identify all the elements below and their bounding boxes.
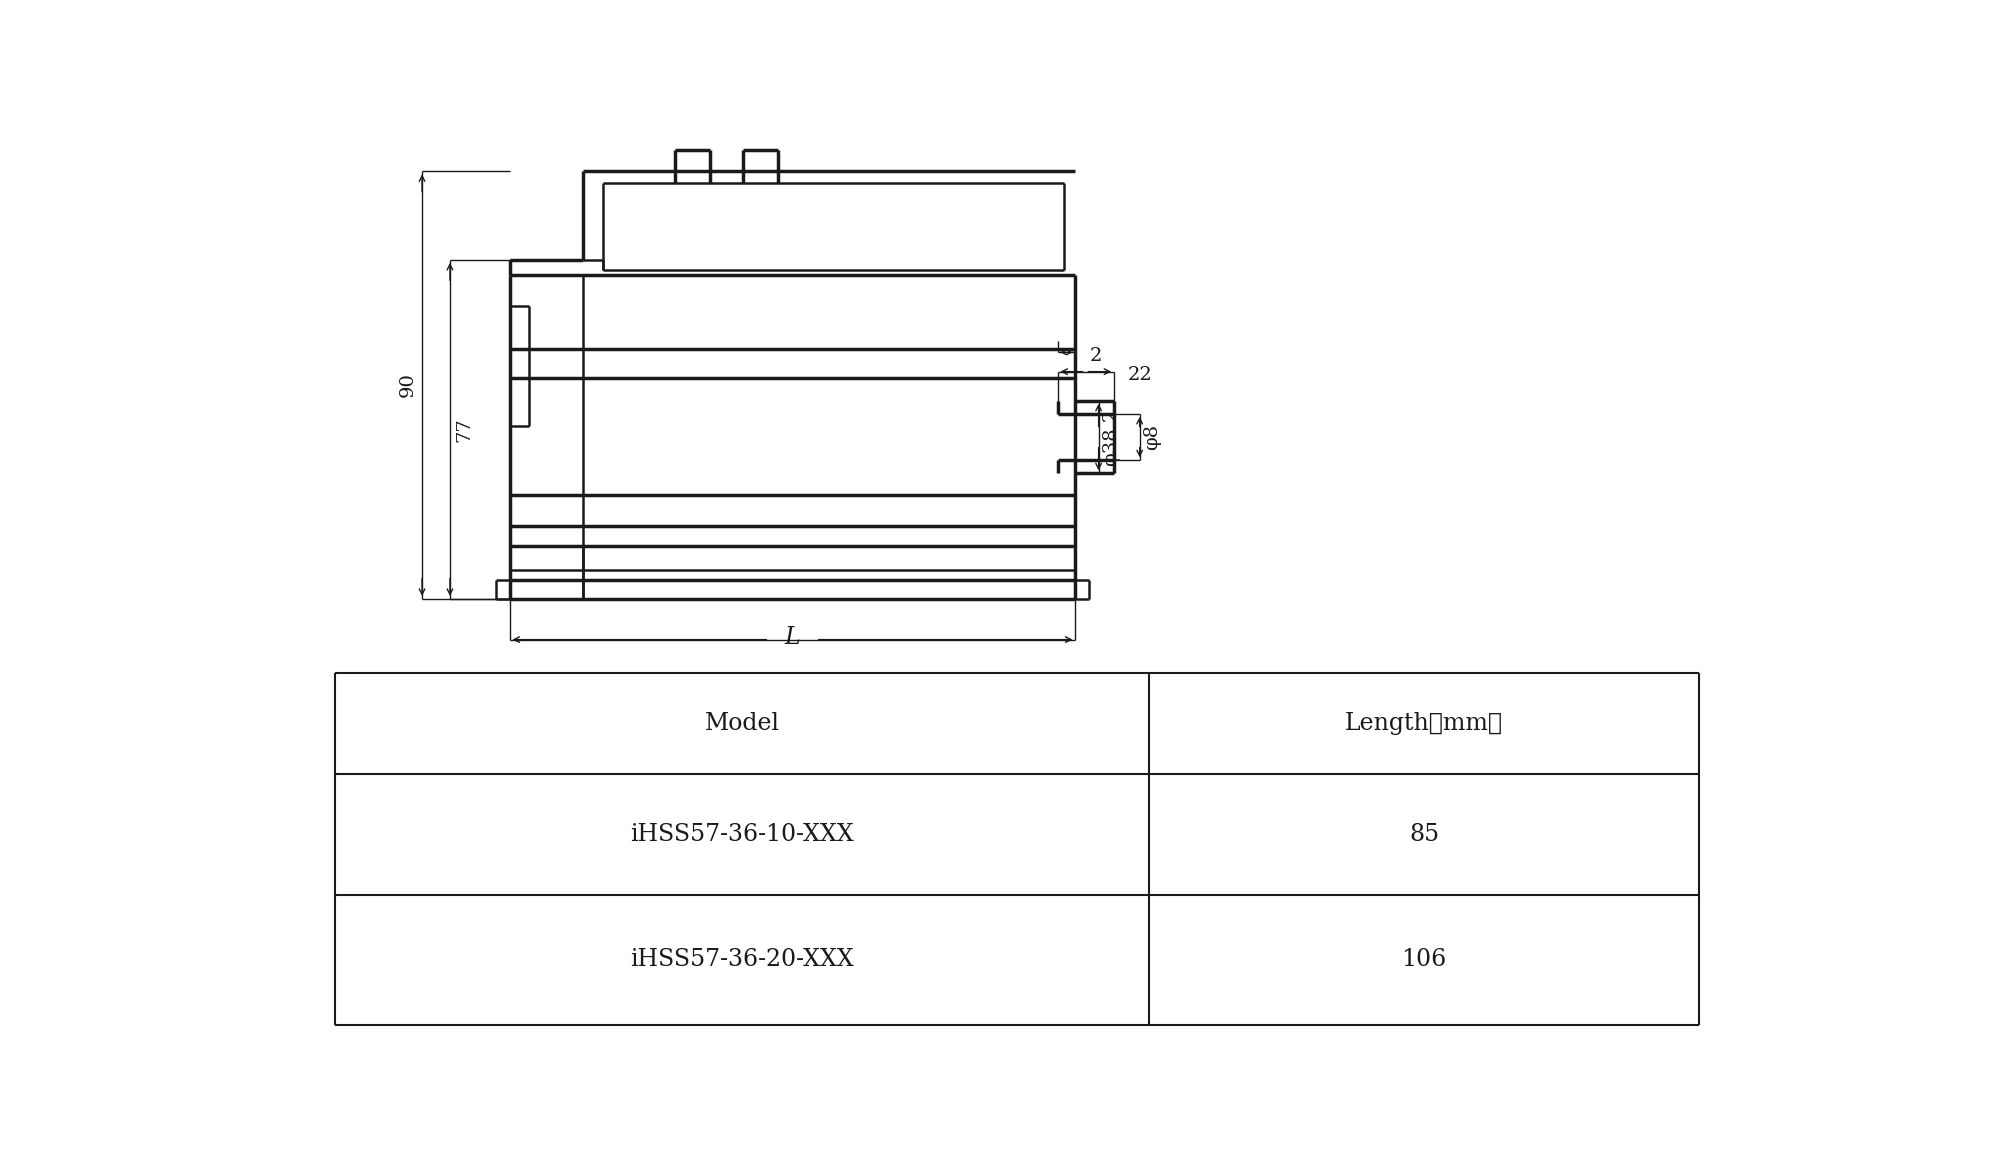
Text: 22: 22 — [1128, 367, 1152, 384]
Text: 77: 77 — [454, 417, 472, 442]
Text: Length（mm）: Length（mm） — [1346, 713, 1504, 735]
Text: 106: 106 — [1402, 948, 1446, 972]
Text: Model: Model — [704, 713, 780, 735]
Text: φ38.2: φ38.2 — [1102, 409, 1120, 465]
Text: iHSS57-36-10-XXX: iHSS57-36-10-XXX — [630, 823, 854, 846]
Text: L: L — [784, 626, 800, 649]
Text: 90: 90 — [400, 373, 418, 397]
Text: 85: 85 — [1410, 823, 1440, 846]
Text: iHSS57-36-20-XXX: iHSS57-36-20-XXX — [630, 948, 854, 972]
Text: φ8: φ8 — [1144, 424, 1162, 450]
Text: 2: 2 — [1090, 347, 1102, 366]
